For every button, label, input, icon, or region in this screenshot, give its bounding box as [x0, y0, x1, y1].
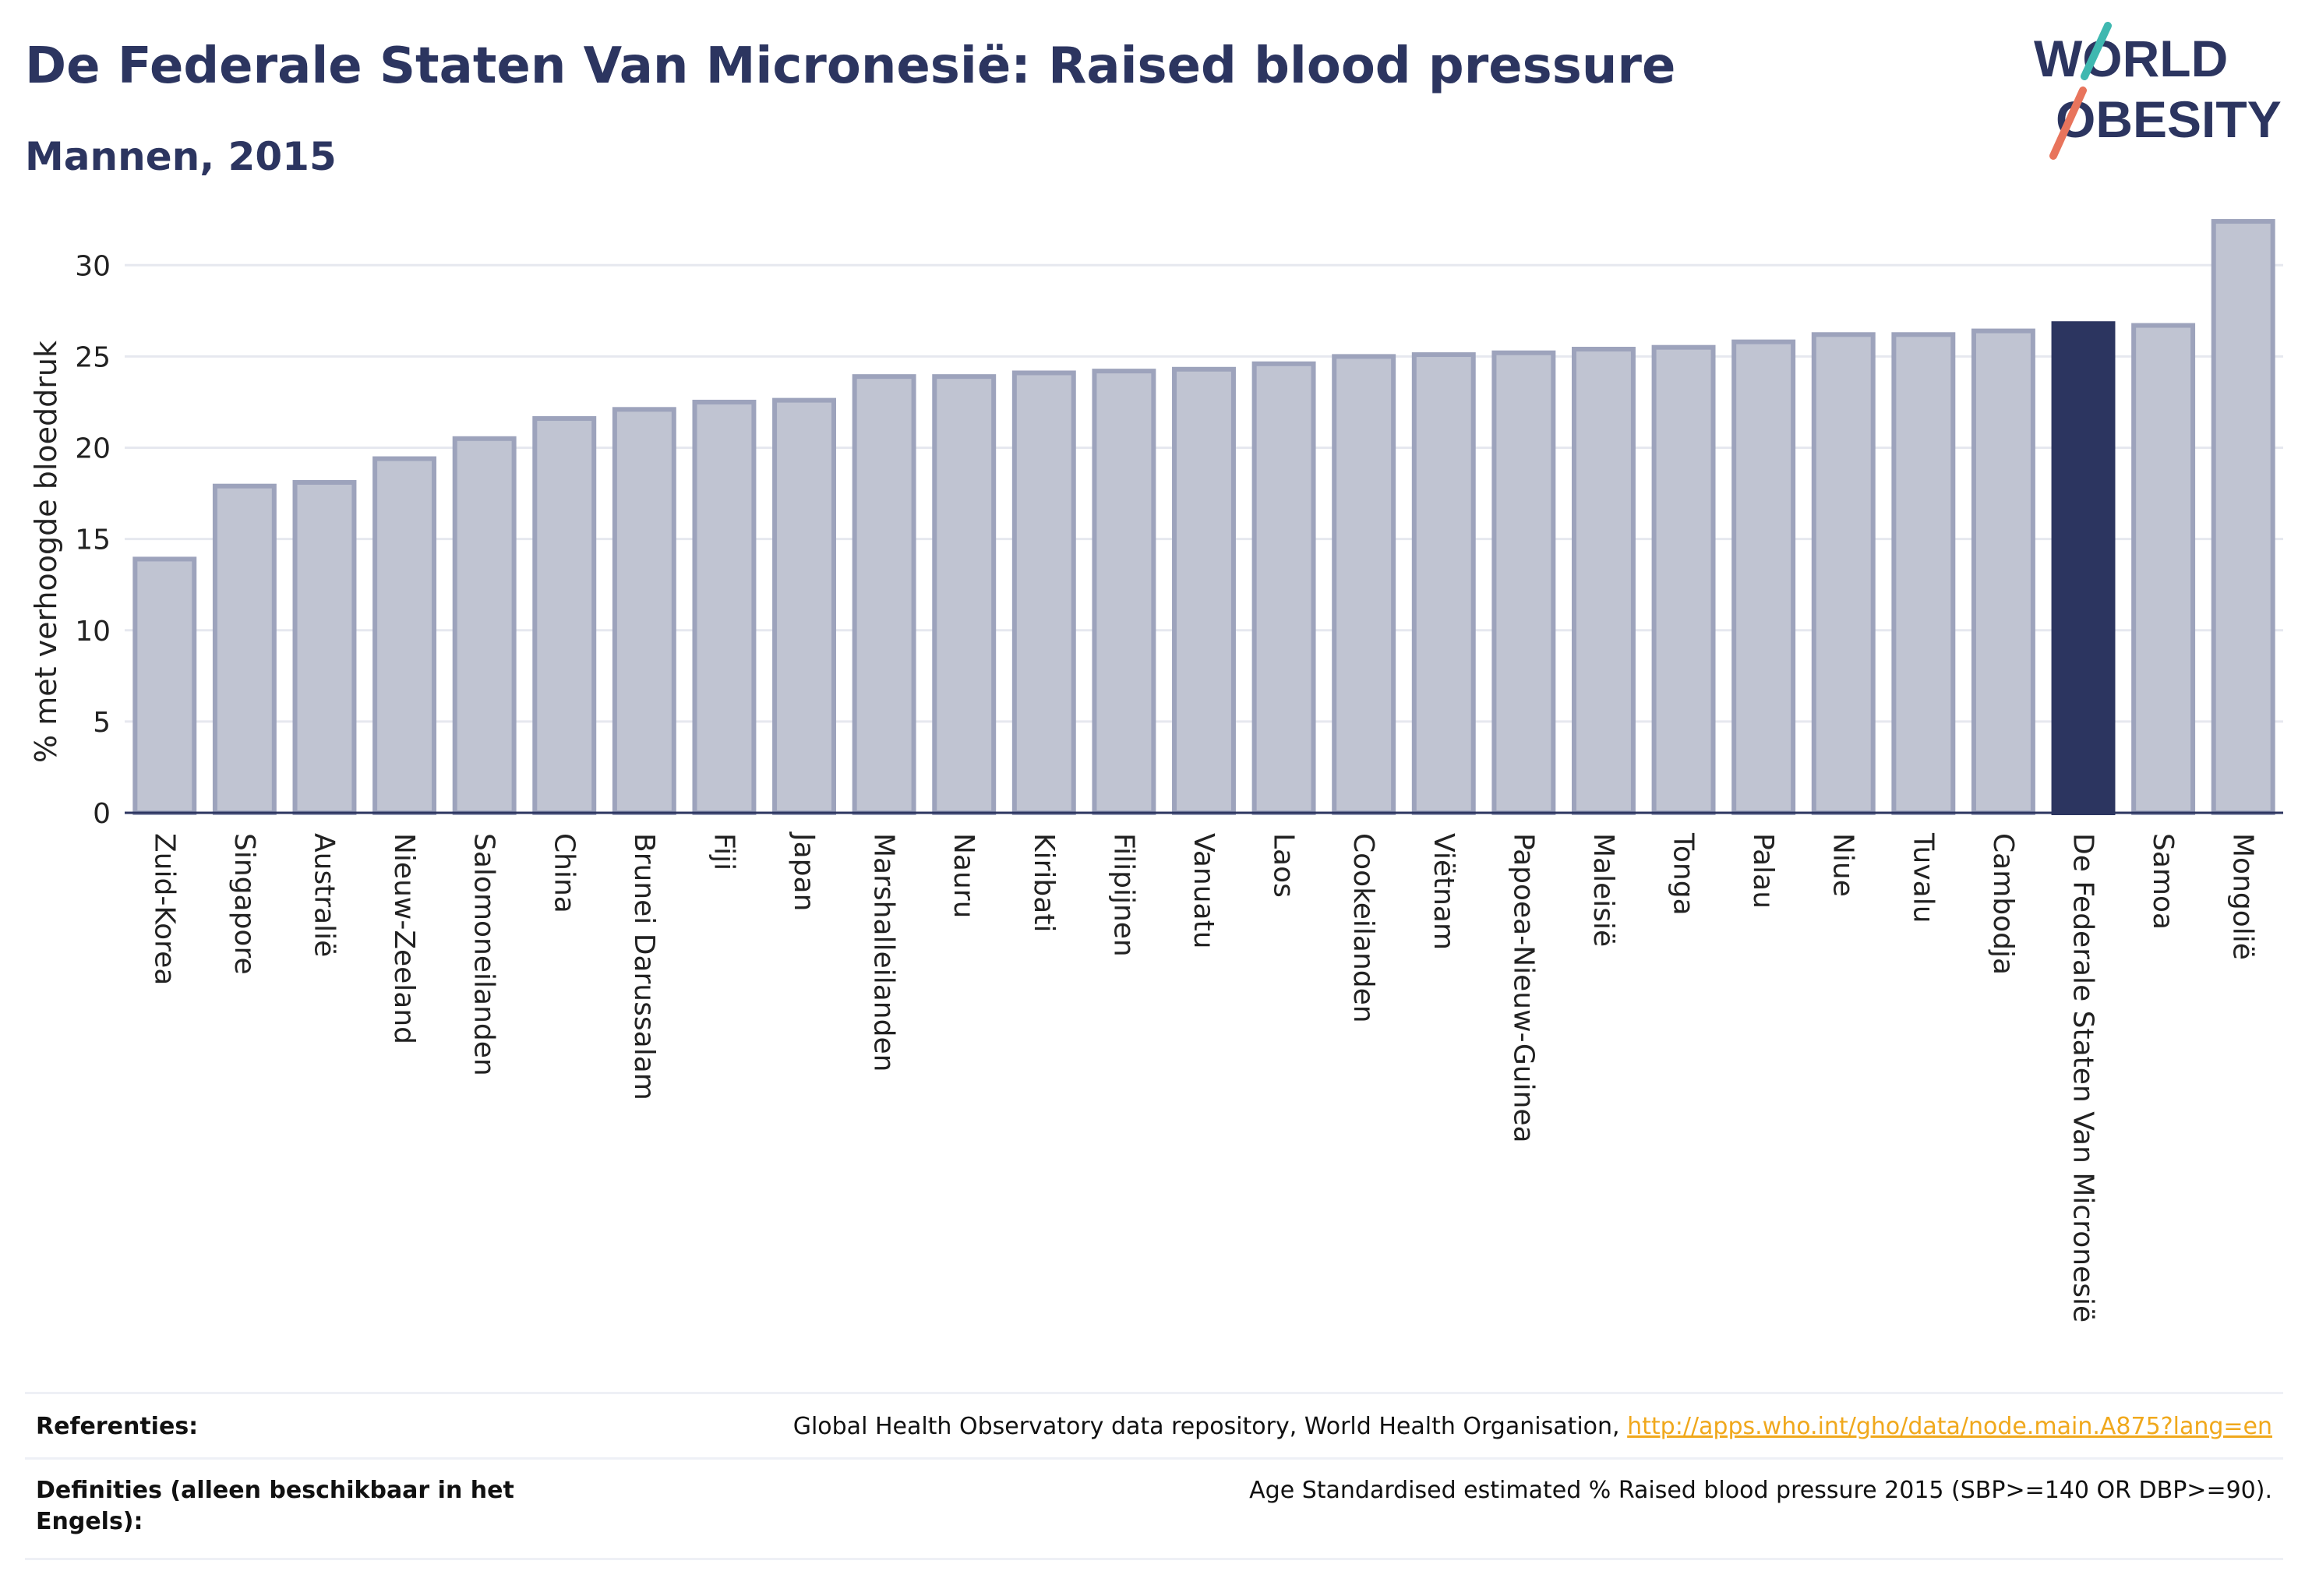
x-tick-label: Papoea-Nieuw-Guinea — [1507, 833, 1539, 1143]
bar[interactable] — [372, 456, 437, 815]
x-tick-label: Salomoneilanden — [468, 833, 500, 1076]
y-tick-label: 15 — [75, 524, 111, 556]
bar[interactable] — [2211, 219, 2275, 815]
x-tick-label: Japan — [788, 832, 820, 911]
y-tick-label: 5 — [93, 707, 111, 739]
definitions-label: Definities (alleen beschikbaar in het En… — [36, 1477, 514, 1535]
x-tick-label: Fiji — [708, 833, 740, 870]
y-tick-label: 30 — [75, 250, 111, 282]
references-row: Referenties: Global Health Observatory d… — [25, 1392, 2283, 1460]
y-tick-label: 10 — [75, 616, 111, 648]
bars — [132, 219, 2275, 816]
bar[interactable] — [532, 416, 597, 815]
bar[interactable] — [1971, 328, 2035, 816]
bar[interactable] — [1411, 352, 1476, 815]
x-tick-label: Vanuatu — [1188, 833, 1220, 949]
world-obesity-logo[interactable]: WORLD OBESITY — [2034, 22, 2291, 170]
bar[interactable] — [612, 407, 676, 815]
bar-highlight[interactable] — [2051, 321, 2116, 816]
x-tick-label: Niue — [1827, 833, 1859, 897]
bar[interactable] — [452, 436, 517, 815]
x-tick-label: De Federale Staten Van Micronesië — [2067, 833, 2099, 1322]
bar[interactable] — [292, 480, 357, 816]
x-tick-label: Brunei Darussalam — [628, 833, 660, 1100]
x-tick-label: Nieuw-Zeeland — [388, 833, 420, 1044]
x-tick-label: Cambodja — [1987, 833, 2019, 975]
x-tick-label: Tuvalu — [1907, 832, 1939, 923]
references-link[interactable]: http://apps.who.int/gho/data/node.main.A… — [1627, 1413, 2272, 1440]
bar[interactable] — [1332, 354, 1396, 816]
bar[interactable] — [1891, 332, 1956, 815]
bar-chart: 0 5 10 15 20 25 30 Zuid-Korea Singapore Australi… — [29, 219, 2283, 1322]
x-tick-labels: Zuid-Korea Singapore Australië Nieuw-Zeelan… — [148, 832, 2258, 1322]
bar[interactable] — [772, 397, 836, 815]
x-tick-label: Kiribati — [1028, 833, 1060, 932]
x-tick-label: Marshalleilanden — [868, 833, 900, 1072]
x-tick-label: Filipijnen — [1107, 833, 1139, 957]
x-tick-label: Zuid-Korea — [148, 833, 180, 985]
x-tick-label: China — [548, 833, 580, 913]
bar[interactable] — [212, 483, 277, 815]
x-tick-label: Samoa — [2147, 833, 2179, 930]
x-tick-label: Mongolië — [2227, 833, 2259, 960]
bar[interactable] — [1011, 370, 1076, 815]
references-text: Global Health Observatory data repositor… — [792, 1413, 1620, 1440]
bar[interactable] — [132, 556, 197, 815]
bar[interactable] — [1491, 350, 1556, 815]
references-value: Global Health Observatory data repositor… — [793, 1411, 2272, 1442]
y-tick-labels: 0 5 10 15 20 25 30 — [75, 250, 111, 830]
bar[interactable] — [852, 374, 916, 816]
x-tick-label: Tonga — [1668, 832, 1700, 916]
bar[interactable] — [1172, 366, 1236, 816]
bar[interactable] — [1092, 369, 1156, 815]
bar[interactable] — [932, 374, 997, 816]
definitions-row: Definities (alleen beschikbaar in het En… — [25, 1457, 2283, 1560]
bar[interactable] — [1251, 361, 1316, 816]
footer: Referenties: Global Health Observatory d… — [25, 1392, 2283, 1563]
bar[interactable] — [692, 399, 757, 815]
x-tick-label: Laos — [1268, 833, 1300, 898]
bar[interactable] — [2131, 323, 2196, 815]
bar[interactable] — [1731, 339, 1796, 815]
bar[interactable] — [1572, 347, 1636, 815]
y-tick-label: 25 — [75, 341, 111, 373]
y-axis-label: % met verhoogde bloeddruk — [29, 341, 63, 763]
bar[interactable] — [1651, 344, 1716, 815]
bar[interactable] — [1811, 332, 1876, 815]
x-tick-label: Australië — [308, 833, 340, 957]
page-title: De Federale Staten Van Micronesië: Raise… — [25, 37, 1676, 95]
page-subtitle: Mannen, 2015 — [25, 134, 337, 179]
svg-text:WORLD: WORLD — [2034, 30, 2228, 87]
y-tick-label: 0 — [93, 798, 111, 830]
svg-text:OBESITY: OBESITY — [2056, 90, 2282, 148]
x-tick-label: Palau — [1747, 833, 1779, 909]
x-tick-label: Singapore — [228, 833, 260, 975]
definitions-text: Age Standardised estimated % Raised bloo… — [1249, 1477, 2272, 1504]
references-label: Referenties: — [36, 1413, 199, 1440]
x-tick-label: Viëtnam — [1428, 833, 1460, 950]
x-tick-label: Maleisië — [1587, 833, 1619, 947]
y-tick-label: 20 — [75, 433, 111, 465]
x-tick-label: Nauru — [948, 833, 980, 918]
x-tick-label: Cookeilanden — [1347, 833, 1379, 1023]
